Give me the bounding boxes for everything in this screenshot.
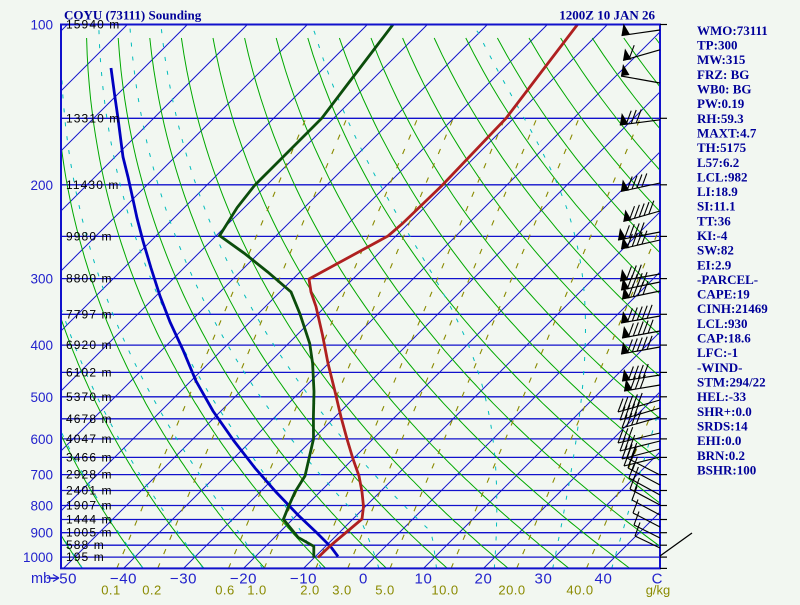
svg-text:SW:82: SW:82 (697, 243, 734, 258)
svg-text:CAP:18.6: CAP:18.6 (697, 331, 751, 346)
svg-text:9980 m: 9980 m (66, 229, 113, 243)
svg-text:L57:6.2: L57:6.2 (697, 155, 739, 170)
svg-text:5370 m: 5370 m (66, 390, 113, 404)
svg-text:COYU (73111) Sounding: COYU (73111) Sounding (64, 8, 202, 23)
svg-text:195 m: 195 m (66, 550, 105, 564)
svg-text:EHI:0.0: EHI:0.0 (697, 433, 741, 448)
svg-text:KI:-4: KI:-4 (697, 228, 728, 243)
svg-text:RH:59.3: RH:59.3 (697, 111, 744, 126)
svg-text:−30: −30 (170, 571, 197, 588)
svg-text:HEL:-33: HEL:-33 (697, 389, 747, 404)
svg-text:700: 700 (30, 468, 53, 483)
svg-text:1000: 1000 (23, 550, 53, 565)
svg-text:5.0: 5.0 (375, 583, 395, 598)
svg-text:CINH:21469: CINH:21469 (697, 301, 768, 316)
svg-text:LI:18.9: LI:18.9 (697, 184, 738, 199)
svg-text:C: C (652, 571, 663, 588)
svg-text:MAXT:4.7: MAXT:4.7 (697, 125, 757, 140)
svg-text:LCL:930: LCL:930 (697, 316, 748, 331)
svg-text:2401 m: 2401 m (66, 484, 113, 498)
svg-text:1907 m: 1907 m (66, 499, 113, 513)
svg-text:MW:315: MW:315 (697, 52, 746, 67)
svg-text:20: 20 (475, 571, 493, 588)
svg-text:1200Z 10 JAN 26: 1200Z 10 JAN 26 (559, 8, 655, 23)
svg-text:LFC:-1: LFC:-1 (697, 345, 738, 360)
svg-text:SRDS:14: SRDS:14 (697, 418, 748, 433)
svg-text:13310 m: 13310 m (66, 111, 120, 125)
svg-text:300: 300 (30, 272, 53, 287)
svg-text:SHR+:0.0: SHR+:0.0 (697, 404, 752, 419)
svg-text:1005 m: 1005 m (66, 526, 113, 540)
svg-text:PW:0.19: PW:0.19 (697, 96, 745, 111)
svg-text:1.0: 1.0 (247, 583, 267, 598)
svg-text:BRN:0.2: BRN:0.2 (697, 448, 745, 463)
svg-text:7797 m: 7797 m (66, 307, 113, 321)
svg-text:-WIND-: -WIND- (697, 360, 743, 375)
svg-text:6102 m: 6102 m (66, 365, 113, 379)
svg-text:100: 100 (30, 18, 53, 33)
svg-text:−20: −20 (230, 571, 257, 588)
svg-text:1444 m: 1444 m (66, 513, 113, 527)
svg-text:2928 m: 2928 m (66, 468, 113, 482)
svg-text:TH:5175: TH:5175 (697, 140, 747, 155)
svg-text:STM:294/22: STM:294/22 (697, 375, 766, 390)
svg-text:15940 m: 15940 m (66, 18, 120, 32)
svg-text:SI:11.1: SI:11.1 (697, 199, 736, 214)
svg-text:0.1: 0.1 (101, 583, 121, 598)
svg-text:mb: mb (31, 571, 51, 587)
svg-text:WB0: BG: WB0: BG (697, 82, 752, 97)
svg-text:11430 m: 11430 m (66, 178, 120, 192)
svg-text:588 m: 588 m (66, 538, 105, 552)
svg-text:4678 m: 4678 m (66, 412, 113, 426)
svg-text:600: 600 (30, 432, 53, 447)
svg-text:30: 30 (535, 571, 553, 588)
svg-text:500: 500 (30, 390, 53, 405)
svg-text:LCL:982: LCL:982 (697, 169, 748, 184)
svg-text:0.6: 0.6 (215, 583, 235, 598)
svg-text:TP:300: TP:300 (697, 38, 737, 53)
svg-text:2.0: 2.0 (300, 583, 320, 598)
svg-text:0: 0 (359, 571, 368, 588)
svg-text:3.0: 3.0 (332, 583, 352, 598)
svg-text:10: 10 (415, 571, 433, 588)
svg-text:−40: −40 (110, 571, 137, 588)
svg-text:10.0: 10.0 (431, 583, 458, 598)
svg-text:-PARCEL-: -PARCEL- (697, 272, 758, 287)
svg-text:EI:2.9: EI:2.9 (697, 257, 732, 272)
svg-text:WMO:73111: WMO:73111 (697, 23, 768, 38)
svg-text:8800 m: 8800 m (66, 272, 113, 286)
svg-text:900: 900 (30, 526, 53, 541)
svg-text:6920 m: 6920 m (66, 338, 113, 352)
svg-text:TT:36: TT:36 (697, 213, 731, 228)
svg-text:−10: −10 (290, 571, 317, 588)
svg-text:400: 400 (30, 338, 53, 353)
svg-text:4047 m: 4047 m (66, 432, 113, 446)
svg-text:800: 800 (30, 499, 53, 514)
svg-text:BSHR:100: BSHR:100 (697, 462, 756, 477)
svg-text:g/kg: g/kg (646, 583, 671, 598)
svg-text:FRZ: BG: FRZ: BG (697, 67, 749, 82)
svg-text:0.2: 0.2 (142, 583, 162, 598)
svg-text:3466 m: 3466 m (66, 450, 113, 464)
svg-text:CAPE:19: CAPE:19 (697, 287, 750, 302)
svg-text:20.0: 20.0 (498, 583, 525, 598)
svg-text:40: 40 (595, 571, 613, 588)
svg-text:200: 200 (30, 178, 53, 193)
svg-text:−50: −50 (50, 571, 77, 588)
svg-text:40.0: 40.0 (566, 583, 593, 598)
